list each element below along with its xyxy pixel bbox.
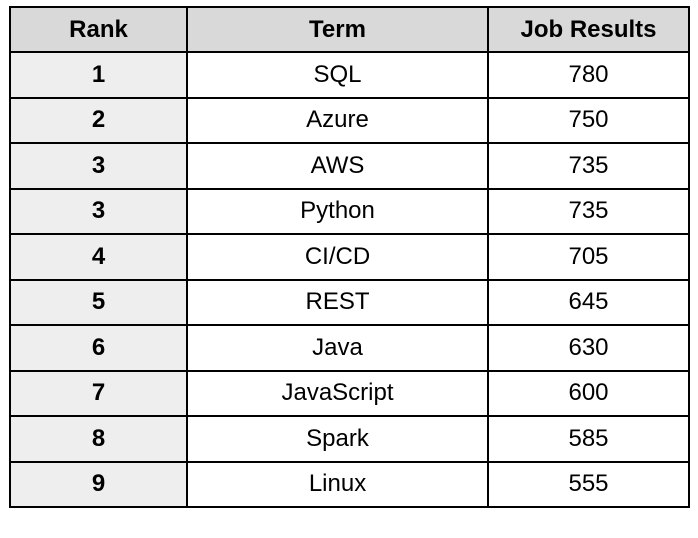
table-row: 6 Java 630 [9,324,690,372]
job-results-cell: 630 [487,324,690,372]
rank-cell: 9 [9,460,188,508]
table-row: 4 CI/CD 705 [9,233,690,281]
job-results-cell: 585 [487,415,690,463]
term-cell: Azure [186,96,489,144]
job-results-cell: 555 [487,460,690,508]
term-cell: AWS [186,142,489,190]
job-results-table: Rank Term Job Results 1 SQL 780 2 Azure 750 3 A… [9,6,690,508]
job-results-cell: 780 [487,51,690,99]
rank-cell: 2 [9,96,188,144]
table-row: 1 SQL 780 [9,51,690,99]
term-cell: Linux [186,460,489,508]
term-cell: Java [186,324,489,372]
term-cell: Spark [186,415,489,463]
rank-cell: 7 [9,369,188,417]
table-row: 9 Linux 555 [9,460,690,508]
rank-cell: 8 [9,415,188,463]
term-cell: CI/CD [186,233,489,281]
rank-cell: 4 [9,233,188,281]
header-row: Rank Term Job Results [9,6,690,53]
table-row: 2 Azure 750 [9,96,690,144]
rank-cell: 3 [9,187,188,235]
term-cell: JavaScript [186,369,489,417]
rank-cell: 5 [9,278,188,326]
table-row: 7 JavaScript 600 [9,369,690,417]
term-cell: SQL [186,51,489,99]
table-row: 3 Python 735 [9,187,690,235]
column-header-term: Term [186,6,489,53]
rank-cell: 1 [9,51,188,99]
job-results-table-container: Rank Term Job Results 1 SQL 780 2 Azure 750 3 A… [9,6,690,508]
job-results-cell: 735 [487,142,690,190]
job-results-cell: 705 [487,233,690,281]
column-header-job-results: Job Results [487,6,690,53]
table-row: 5 REST 645 [9,278,690,326]
table-row: 3 AWS 735 [9,142,690,190]
table-header: Rank Term Job Results [9,6,690,53]
job-results-cell: 600 [487,369,690,417]
rank-cell: 3 [9,142,188,190]
job-results-cell: 645 [487,278,690,326]
table-body: 1 SQL 780 2 Azure 750 3 AWS 735 3 Python 735 4 CI/CD 7… [9,51,690,508]
column-header-rank: Rank [9,6,188,53]
term-cell: REST [186,278,489,326]
job-results-cell: 750 [487,96,690,144]
term-cell: Python [186,187,489,235]
table-row: 8 Spark 585 [9,415,690,463]
job-results-cell: 735 [487,187,690,235]
rank-cell: 6 [9,324,188,372]
